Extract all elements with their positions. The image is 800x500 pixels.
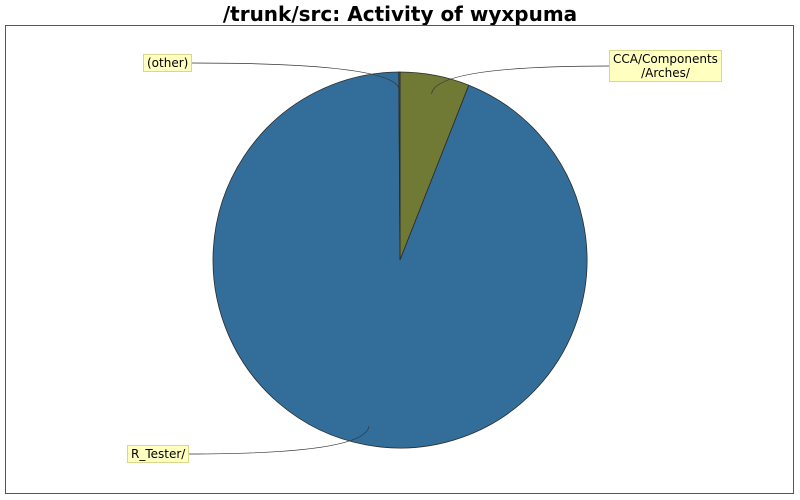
slice-label-line: (other) — [147, 56, 189, 70]
slice-label-line: R_Tester/ — [131, 447, 186, 461]
leader-line-0 — [431, 65, 610, 94]
leader-line-2 — [191, 62, 400, 91]
slice-label-line: /Arches/ — [641, 66, 690, 80]
leader-line-1 — [188, 426, 370, 455]
pie-slice-2 — [398, 71, 401, 261]
slice-label-cca-components-arches: CCA/Components /Arches/ — [609, 50, 722, 82]
slice-label-other: (other) — [143, 54, 193, 72]
slice-label-r-tester: R_Tester/ — [127, 445, 190, 463]
chart-title: /trunk/src: Activity of wyxpuma — [222, 2, 578, 26]
plot-frame — [5, 25, 794, 494]
slice-label-line: CCA/Components — [613, 52, 718, 66]
